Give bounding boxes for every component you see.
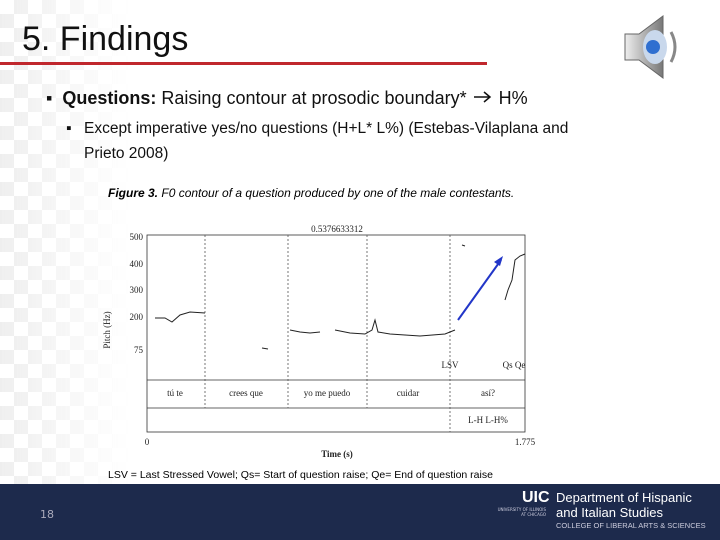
y-tick-label: 500 xyxy=(130,232,144,242)
annotation: Qs Qe xyxy=(503,360,526,370)
word: así? xyxy=(481,388,495,398)
slide-title: 5. Findings xyxy=(22,20,189,58)
sub-bullet-text: Prieto 2008) xyxy=(84,145,169,162)
college: COLLEGE OF LIBERAL ARTS & SCIENCES xyxy=(556,521,706,530)
y-tick-label: 400 xyxy=(130,259,144,269)
tones: L-H L-H% xyxy=(468,415,508,425)
arrow xyxy=(457,259,502,321)
department: and Italian Studies xyxy=(556,505,663,520)
title-rule xyxy=(0,62,487,65)
page-number: 18 xyxy=(40,508,54,521)
footnote: LSV = Last Stressed Vowel; Qs= Start of … xyxy=(108,469,493,481)
word: yo me puedo xyxy=(304,388,351,398)
footer-bar: 18 UIC UNIVERSITY OF ILLINOIS AT CHICAGO… xyxy=(0,484,720,540)
bullet: ▪ Questions: Raising contour at prosodic… xyxy=(46,88,528,108)
bullet-label: Questions: xyxy=(62,88,157,108)
word: crees que xyxy=(229,388,263,398)
background-pattern xyxy=(0,0,130,484)
pitch-figure: 0.5376633312 Pitch (Hz) 500 400 300 200 75 0… xyxy=(102,224,536,459)
speaker-icon xyxy=(624,15,677,79)
caption-label: Figure 3. xyxy=(108,186,159,200)
y-tick-label: 200 xyxy=(130,312,144,322)
annotation: LSV xyxy=(441,360,459,370)
department: Department of Hispanic xyxy=(556,490,692,505)
top-label: 0.5376633312 xyxy=(311,224,363,234)
frame xyxy=(146,234,526,433)
pitch-contour xyxy=(155,244,526,350)
x-tick-label: 1.775 xyxy=(515,437,536,447)
boundaries xyxy=(204,235,451,432)
y-axis-title: Pitch (Hz) xyxy=(102,311,112,348)
arrow-head xyxy=(494,256,503,266)
word: tú te xyxy=(167,388,183,398)
sub-bullet: ▪ Except imperative yes/no questions (H+L… xyxy=(66,120,569,137)
sub-bullet-text: Except imperative yes/no questions (H+L*… xyxy=(84,120,569,137)
y-tick-label: 75 xyxy=(134,345,144,355)
bullet-text: Raising contour at prosodic boundary* xyxy=(161,88,467,108)
word: cuidar xyxy=(397,388,420,398)
y-tick-label: 300 xyxy=(130,285,144,295)
bullet-text: H% xyxy=(498,88,528,108)
caption-text: F0 contour of a question produced by one… xyxy=(161,186,515,200)
x-axis-title: Time (s) xyxy=(321,449,353,459)
university: UNIVERSITY OF ILLINOIS AT CHICAGO xyxy=(497,507,546,517)
x-tick-label: 0 xyxy=(145,437,150,447)
logo-mark: UIC xyxy=(522,489,550,506)
arrow xyxy=(473,91,491,103)
figure-caption: Figure 3. F0 contour of a question produ… xyxy=(108,186,514,200)
